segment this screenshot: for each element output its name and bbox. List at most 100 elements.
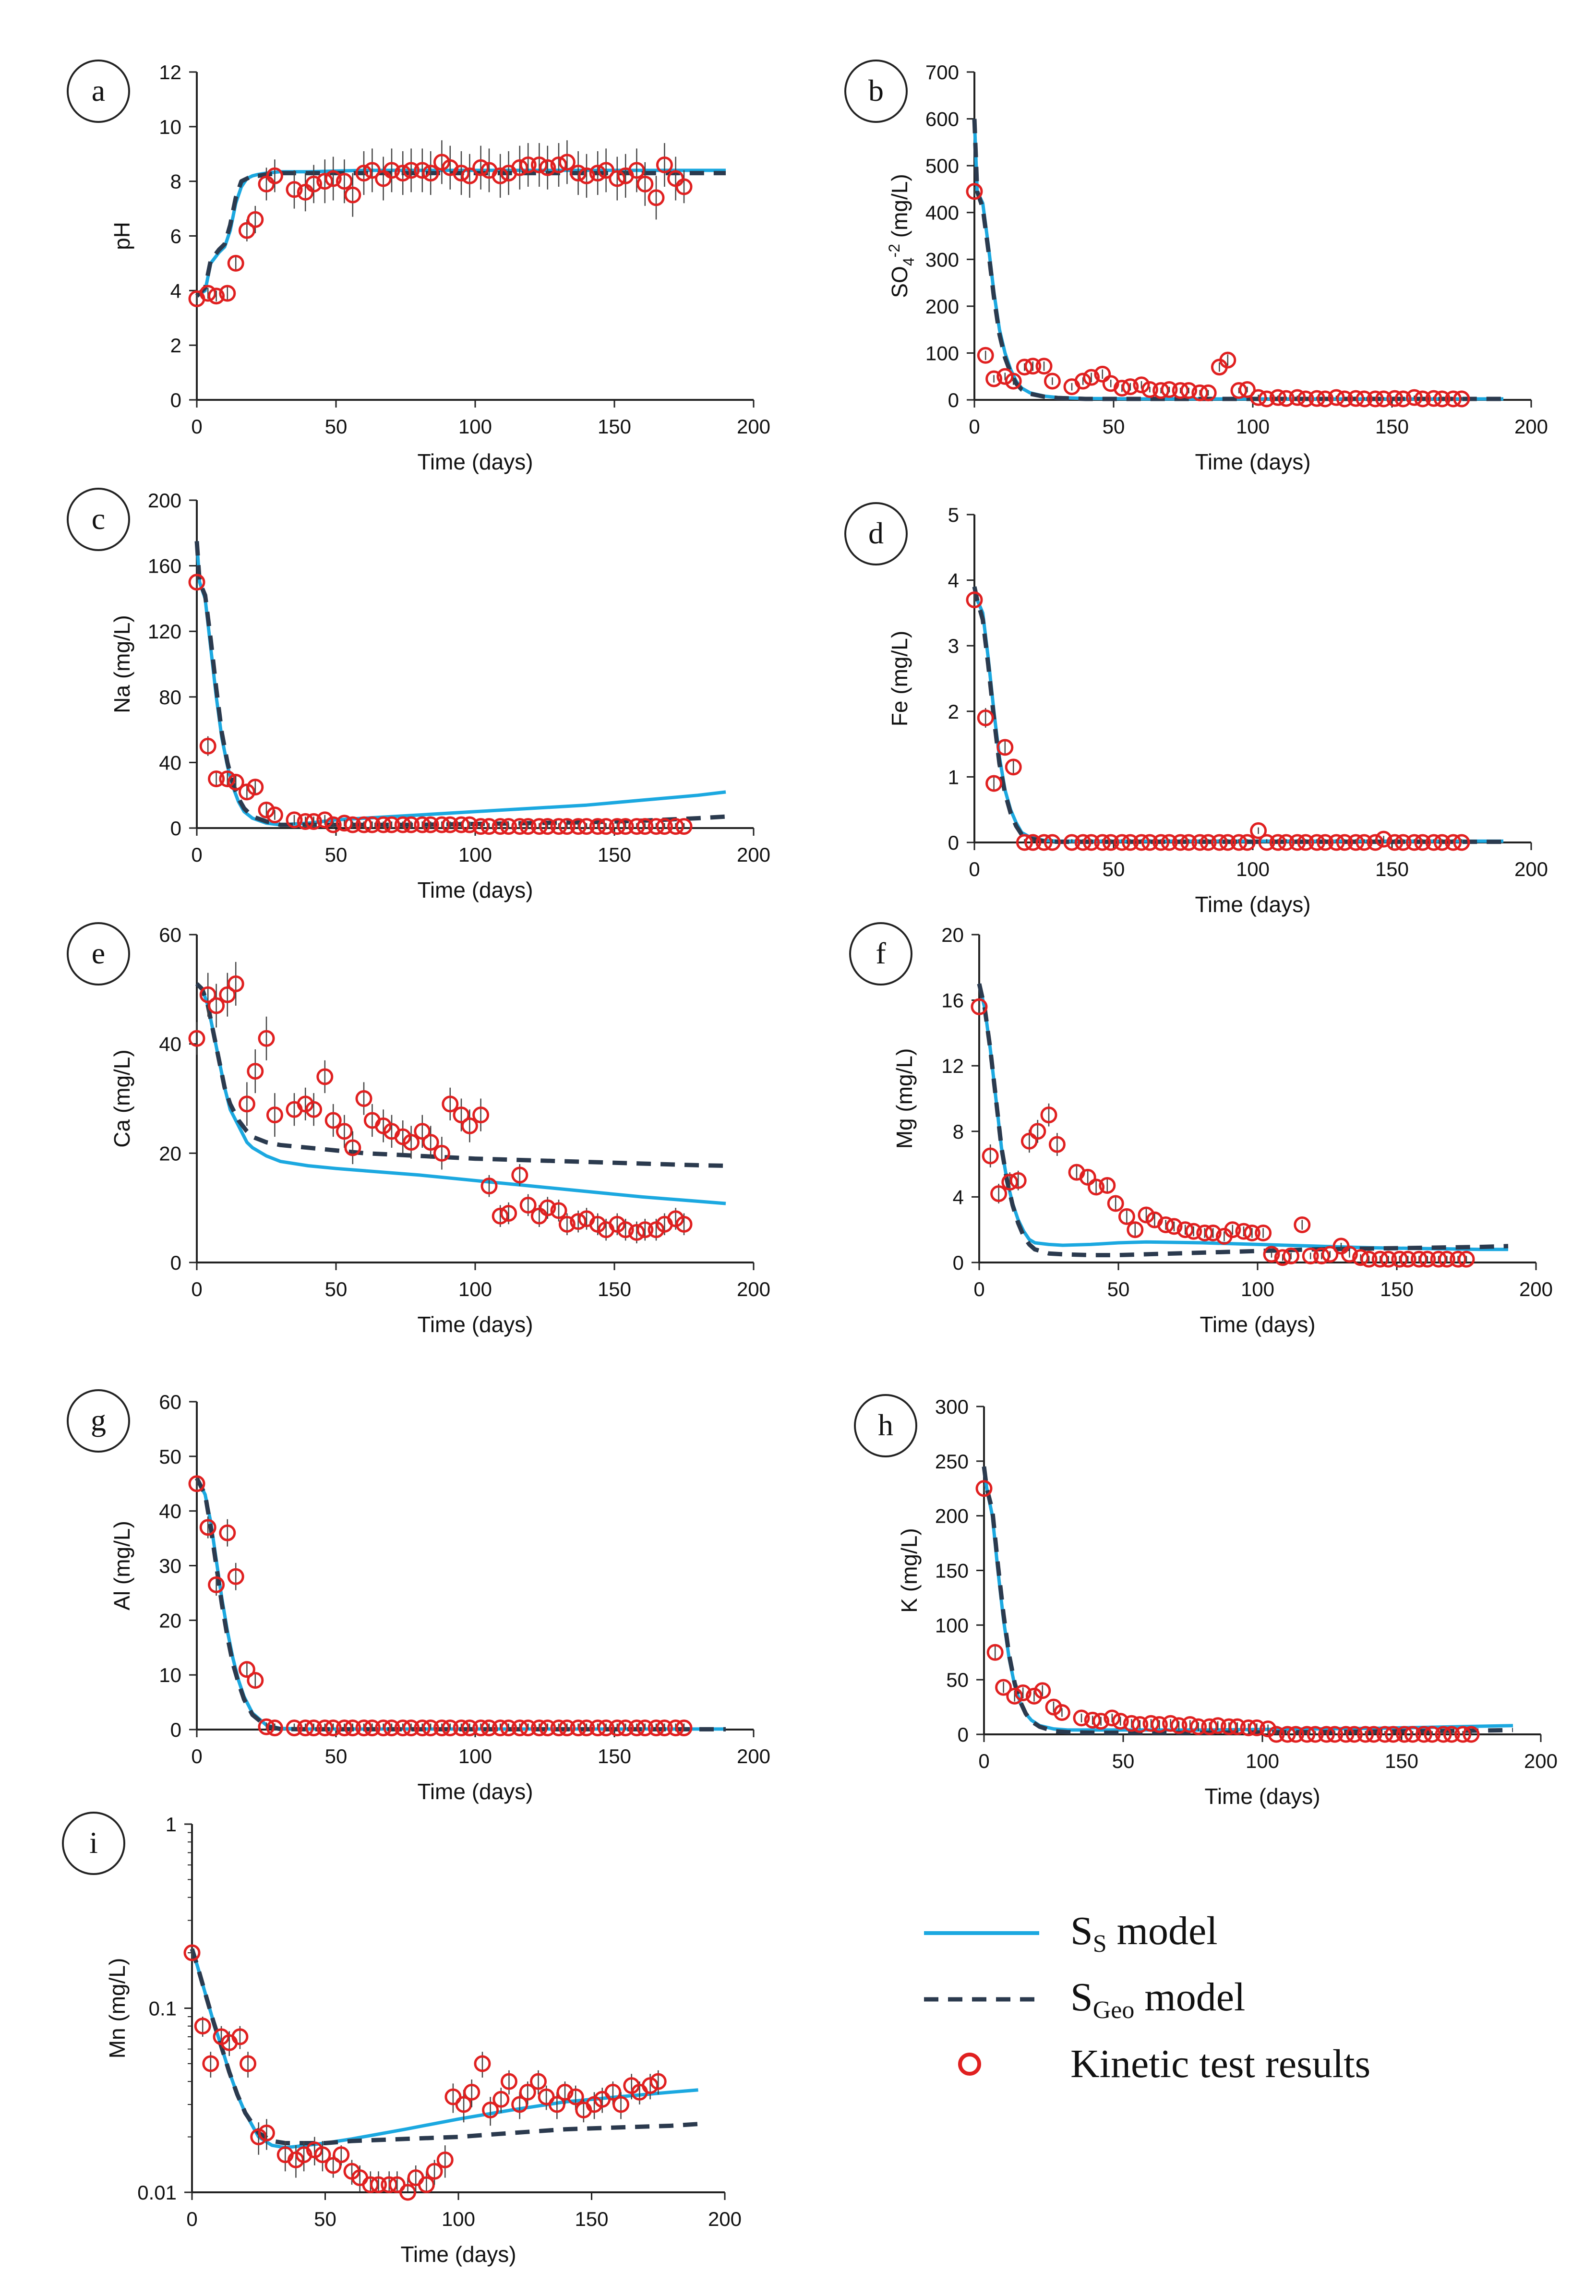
y-tick-label: 0 [170, 1719, 181, 1741]
kinetic-point [1336, 390, 1353, 408]
kinetic-point [1269, 834, 1286, 851]
kinetic-point [1152, 382, 1170, 399]
kinetic-point [539, 1199, 556, 1216]
kinetic-point [1410, 1250, 1428, 1268]
kinetic-point [492, 1719, 509, 1737]
y-tick-label: 500 [925, 155, 959, 177]
y-tick-label: 40 [159, 1500, 181, 1523]
kinetic-point [1112, 1713, 1129, 1730]
panel-e: 0 50 100 150 200 0 20 40 60 Time (days) Ca (mg/L) e [67, 922, 770, 1337]
y-tick-label: 8 [953, 1120, 964, 1143]
x-tick-label: 0 [969, 415, 980, 438]
kinetic-point [461, 1719, 478, 1737]
kinetic-point [1224, 1221, 1241, 1238]
kinetic-point [1268, 1726, 1285, 1743]
kinetic-point [589, 165, 606, 182]
kinetic-point [1029, 1123, 1046, 1140]
x-tick-label: 150 [598, 1745, 631, 1767]
kinetic-point [258, 1718, 275, 1735]
kinetic-point [286, 811, 303, 829]
kinetic-point [383, 162, 400, 179]
kinetic-point [362, 2176, 379, 2193]
kinetic-point [324, 1719, 342, 1737]
kinetic-point [1360, 1250, 1378, 1268]
x-tick-label: 0 [191, 415, 202, 438]
kinetic-point [539, 159, 556, 176]
kinetic-point [530, 2073, 547, 2090]
x-tick-label: 100 [1246, 1750, 1279, 1772]
kinetic-point [1016, 359, 1033, 376]
kinetic-point [344, 186, 361, 204]
kinetic-point [675, 1215, 693, 1233]
x-axis-title: Time (days) [417, 1312, 533, 1337]
ss-model-line [195, 982, 726, 1205]
y-tick-label: 3 [948, 635, 959, 657]
panel-c: 0 50 100 150 200 0 40 80 120 160 200 Time (days) Na … [67, 488, 770, 902]
sgeo-model-line [972, 119, 1503, 401]
kinetic-point [394, 1719, 411, 1737]
kinetic-point [550, 818, 567, 835]
kinetic-point [1308, 834, 1325, 851]
y-tick-label: 2 [948, 700, 959, 723]
kinetic-point [598, 162, 615, 179]
kinetic-point [550, 1202, 567, 1219]
y-tick-label: 16 [941, 989, 964, 1012]
y-tick-label: 1 [948, 766, 959, 788]
kinetic-point [1165, 1218, 1183, 1235]
y-tick-label: 250 [935, 1450, 969, 1473]
kinetic-point [324, 2157, 342, 2174]
kinetic-point [1079, 1168, 1096, 1186]
y-tick-label: 200 [925, 295, 959, 318]
kinetic-point [977, 347, 994, 364]
y-tick-label: 2 [170, 334, 181, 357]
kinetic-point [399, 2184, 417, 2201]
kinetic-point [1250, 389, 1267, 406]
kinetic-point [1074, 373, 1092, 390]
kinetic-point [1230, 834, 1248, 851]
kinetic-point [324, 1112, 342, 1129]
kinetic-point [1201, 1718, 1218, 1735]
kinetic-point [1122, 834, 1139, 851]
y-axis-title: Al (mg/L) [109, 1521, 134, 1611]
kinetic-point [1170, 1717, 1188, 1734]
y-tick-label: 50 [159, 1445, 181, 1468]
panel-label-circle [67, 488, 130, 551]
kinetic-point [1258, 834, 1275, 851]
kinetic-point [1347, 390, 1365, 407]
kinetic-point [1142, 1715, 1160, 1732]
panel-label: d [868, 516, 884, 550]
y-tick-label: 8 [170, 170, 181, 193]
kinetic-point [1219, 351, 1236, 369]
kinetic-point [219, 770, 236, 788]
kinetic-point [418, 2176, 435, 2193]
kinetic-point [492, 167, 509, 184]
kinetic-point [612, 2096, 630, 2113]
kinetic-point [1414, 834, 1431, 851]
y-tick-label: 30 [159, 1555, 181, 1577]
x-tick-label: 0 [969, 858, 980, 880]
kinetic-point [1326, 1726, 1344, 1743]
kinetic-point [403, 816, 420, 833]
kinetic-point [240, 2055, 257, 2072]
x-tick-label: 150 [1385, 1750, 1418, 1772]
kinetic-point [570, 1213, 587, 1230]
kinetic-point [1238, 381, 1256, 398]
kinetic-point [990, 1185, 1008, 1202]
kinetic-point [480, 1719, 498, 1737]
kinetic-point [238, 783, 255, 801]
kinetic-point [617, 1221, 634, 1238]
kinetic-point [305, 1101, 323, 1118]
y-axis-title: Ca (mg/L) [109, 1049, 134, 1147]
kinetic-point [461, 816, 478, 833]
kinetic-series [188, 962, 693, 1244]
x-tick-label: 200 [1514, 415, 1548, 438]
kinetic-point [383, 816, 400, 833]
panel-g: 0 50 100 150 200 0 10 20 30 40 50 60 Time (days) Al (… [67, 1389, 770, 1804]
kinetic-point [578, 818, 595, 835]
kinetic-point [1405, 834, 1423, 851]
x-tick-label: 0 [191, 843, 202, 866]
y-tick-label: 20 [159, 1609, 181, 1632]
kinetic-point [1204, 1225, 1222, 1242]
kinetic-point [1209, 1717, 1226, 1734]
kinetic-point [589, 818, 606, 835]
